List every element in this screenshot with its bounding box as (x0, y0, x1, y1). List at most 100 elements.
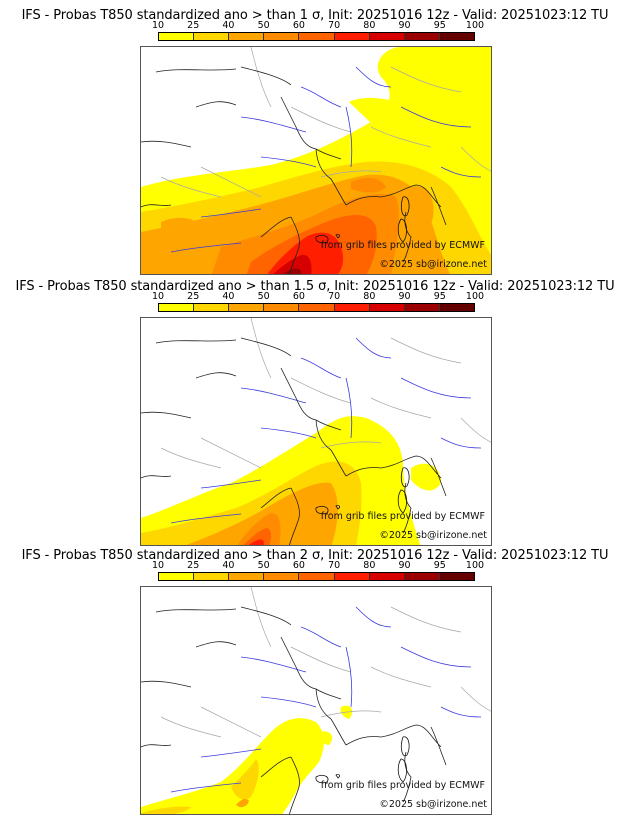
colorbar-tick-label: 50 (257, 20, 270, 31)
probability-area (141, 718, 324, 814)
probability-area (243, 528, 271, 545)
colorbar (158, 572, 475, 581)
colorbar-tick-label: 90 (398, 560, 411, 571)
colorbar-segment (369, 33, 405, 40)
probability-area (411, 186, 434, 228)
rivers (170, 606, 482, 793)
colorbar (158, 32, 475, 41)
colorbar-tick-label: 80 (363, 560, 376, 571)
colorbar-segment (229, 33, 265, 40)
colorbar-segment (159, 573, 195, 580)
panel-title: IFS - Probas T850 standardized ano > tha… (15, 279, 615, 294)
colorbar-tick-label: 70 (328, 20, 341, 31)
colorbar-segment (299, 304, 335, 311)
colorbar-tick-label: 25 (187, 20, 200, 31)
panel-1-5sigma: IFS - Probas T850 standardized ano > tha… (0, 279, 630, 549)
probability-map: from grib files provided by ECMWF ©2025 … (140, 46, 492, 275)
admin-borders (160, 47, 491, 198)
probability-area (411, 463, 441, 491)
colorbar-tick-label: 80 (363, 291, 376, 302)
islands-corsica-sardinia (397, 736, 410, 783)
colorbar-segment (439, 33, 474, 40)
islands-balearic (315, 773, 340, 784)
source-note: from grib files provided by ECMWF (320, 240, 485, 251)
islands-balearic (315, 504, 340, 515)
colorbar-ticks: 10 25 40 50 60 70 80 90 95 100 (152, 291, 484, 302)
probability-area (319, 731, 333, 745)
colorbar-tick-label: 40 (222, 560, 235, 571)
colorbar-segment (159, 304, 195, 311)
coastline (141, 337, 447, 545)
probability-area (351, 177, 386, 193)
colorbar-tick-label: 10 (151, 291, 165, 302)
colorbar-tick-label: 60 (292, 20, 305, 31)
admin-borders (160, 587, 491, 738)
coastline (141, 66, 447, 274)
colorbar-tick-label: 100 (465, 560, 485, 571)
colorbar-segment (299, 33, 335, 40)
map-svg (141, 47, 491, 274)
copyright-note: ©2025 sb@irizone.net (379, 530, 487, 541)
colorbar-segment (334, 304, 370, 311)
colorbar-segment (264, 304, 300, 311)
colorbar-segment (229, 304, 265, 311)
colorbar-segment (194, 573, 230, 580)
probability-area (248, 539, 264, 545)
colorbar-tick-label: 60 (292, 291, 305, 302)
probability-area (161, 217, 201, 235)
panel-title: IFS - Probas T850 standardized ano > tha… (21, 548, 609, 563)
colorbar-tick-label: 70 (328, 291, 341, 302)
probability-map: from grib files provided by ECMWF ©2025 … (140, 317, 492, 546)
source-note: from grib files provided by ECMWF (320, 511, 485, 522)
colorbar-segment (404, 304, 440, 311)
colorbar-segment (369, 573, 405, 580)
colorbar-tick-label: 100 (465, 20, 485, 31)
admin-borders (160, 318, 491, 469)
probability-area (186, 482, 338, 545)
source-note: from grib files provided by ECMWF (320, 780, 485, 791)
colorbar-segment (264, 573, 300, 580)
colorbar-tick-label: 90 (398, 20, 411, 31)
colorbar-tick-label: 50 (257, 291, 270, 302)
colorbar-tick-label: 90 (398, 291, 411, 302)
colorbar-tick-label: 80 (363, 20, 376, 31)
colorbar-segment (194, 304, 230, 311)
colorbar-tick-label: 95 (433, 560, 446, 571)
copyright-note: ©2025 sb@irizone.net (379, 799, 487, 810)
colorbar-ticks: 10 25 40 50 60 70 80 90 95 100 (152, 20, 484, 31)
rivers (170, 337, 482, 524)
colorbar-tick-label: 50 (257, 560, 270, 571)
colorbar-tick-label: 95 (433, 20, 446, 31)
islands-corsica-sardinia (397, 467, 410, 514)
colorbar-segment (439, 573, 474, 580)
colorbar-segment (194, 33, 230, 40)
colorbar-segment (334, 33, 370, 40)
colorbar (158, 303, 475, 312)
probability-area (349, 97, 491, 157)
colorbar-tick-label: 25 (187, 291, 200, 302)
panel-1sigma: IFS - Probas T850 standardized ano > tha… (0, 8, 630, 278)
map-svg (141, 587, 491, 814)
coastline (141, 606, 447, 814)
copyright-note: ©2025 sb@irizone.net (379, 259, 487, 270)
islands-corsica-sardinia (397, 196, 410, 243)
colorbar-tick-label: 40 (222, 20, 235, 31)
probability-area (231, 759, 259, 800)
colorbar-segment (334, 573, 370, 580)
panel-2sigma: IFS - Probas T850 standardized ano > tha… (0, 548, 630, 818)
colorbar-tick-label: 40 (222, 291, 235, 302)
probability-area (141, 806, 191, 814)
colorbar-segment (159, 33, 195, 40)
colorbar-segment (369, 304, 405, 311)
colorbar-tick-label: 60 (292, 560, 305, 571)
probability-area (283, 268, 302, 274)
colorbar-ticks: 10 25 40 50 60 70 80 90 95 100 (152, 560, 484, 571)
colorbar-tick-label: 70 (328, 560, 341, 571)
islands-balearic (315, 233, 340, 244)
colorbar-tick-label: 10 (151, 20, 165, 31)
colorbar-segment (439, 304, 474, 311)
colorbar-segment (264, 33, 300, 40)
probability-area (236, 798, 249, 808)
map-svg (141, 318, 491, 545)
colorbar-segment (404, 33, 440, 40)
